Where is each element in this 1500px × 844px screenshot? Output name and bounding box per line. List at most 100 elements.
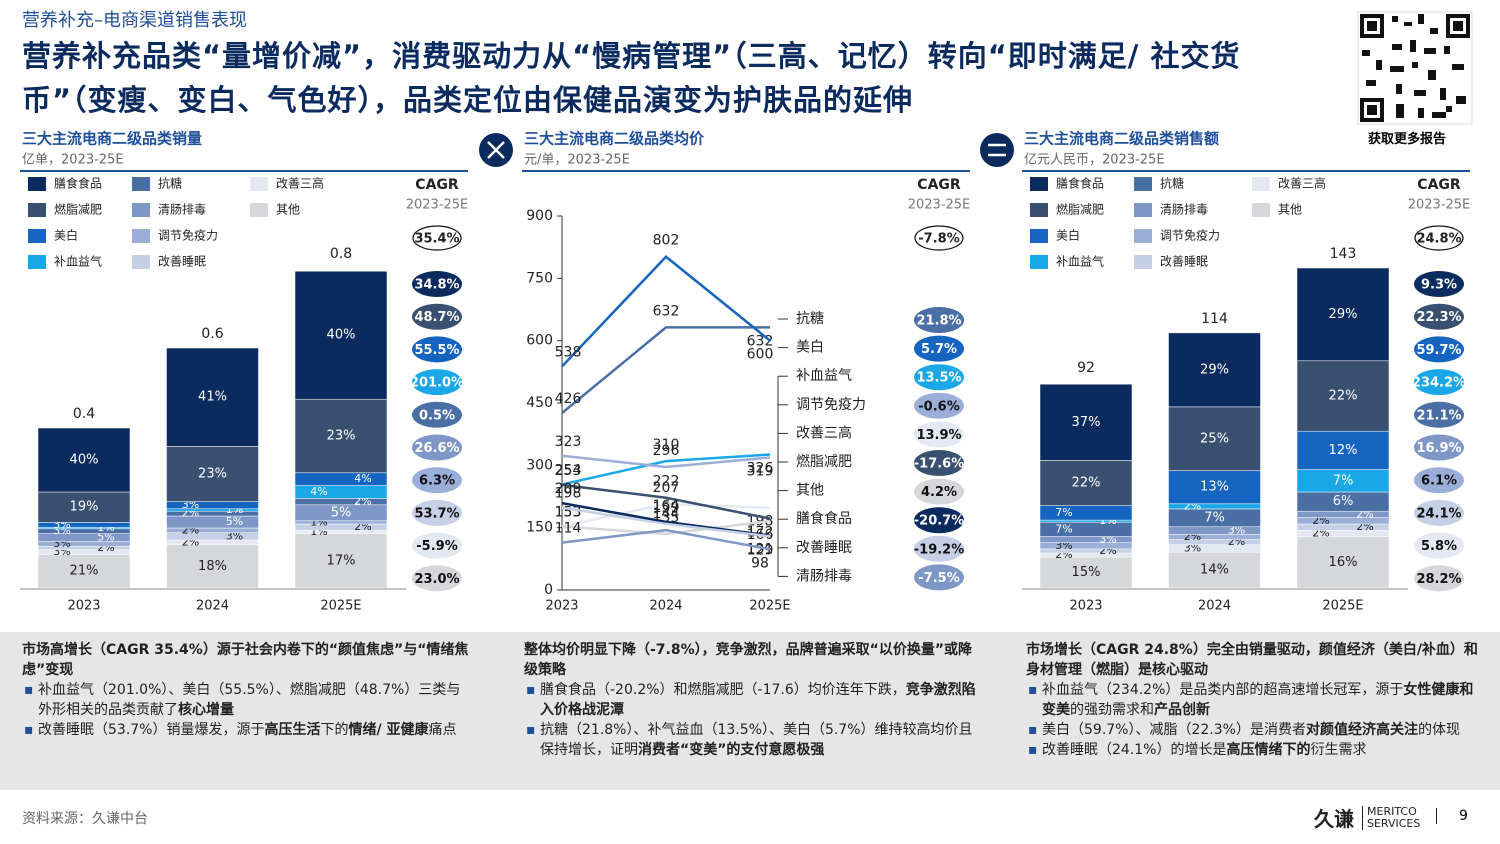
bar-segment bbox=[1168, 406, 1261, 471]
legend-label: 改善三高 bbox=[1278, 176, 1326, 191]
bar-segment bbox=[294, 270, 388, 400]
bar-total: 143 bbox=[1330, 246, 1357, 262]
cagr-badge bbox=[914, 364, 964, 391]
legend-label: 美白 bbox=[1056, 228, 1080, 243]
cagr-badge bbox=[914, 225, 964, 251]
bar-segment bbox=[1039, 383, 1133, 461]
bar-segment bbox=[166, 532, 259, 541]
bar-segment bbox=[166, 539, 259, 546]
bar-segment bbox=[294, 530, 388, 534]
cagr-badge bbox=[412, 336, 462, 363]
note-text: 补血益气（201.0%）、美白（55.5%）、燃脂减肥（48.7%）三类与外形相… bbox=[38, 682, 461, 718]
legend-label: 改善三高 bbox=[276, 176, 324, 191]
point-label: 153 bbox=[555, 504, 582, 520]
legend-swatch bbox=[1252, 203, 1270, 217]
segment-label: 5% bbox=[331, 505, 352, 520]
legend-label: 其他 bbox=[276, 203, 300, 217]
cagr-badge bbox=[914, 507, 964, 534]
legend-label: 其他 bbox=[1278, 203, 1302, 217]
section-label: 营养补充–电商渠道销售表现 bbox=[22, 10, 247, 31]
cagr-value: 48.7% bbox=[414, 310, 459, 325]
line bbox=[561, 483, 771, 520]
cagr-period: 2023-25E bbox=[406, 198, 469, 213]
note-text: 核心增量 bbox=[178, 702, 234, 718]
line bbox=[561, 502, 771, 528]
note-text: 消费者“变美”的支付意愿极强 bbox=[638, 742, 825, 758]
legend-swatch bbox=[28, 255, 46, 269]
source: 资料来源：久谦中台 bbox=[22, 811, 148, 827]
legend-swatch bbox=[1134, 203, 1152, 217]
bar-segment bbox=[294, 523, 388, 531]
bar-segment bbox=[294, 533, 388, 589]
cagr-value: -7.5% bbox=[918, 571, 959, 586]
point-label: 319 bbox=[747, 463, 774, 479]
cagr-value: 201.0% bbox=[410, 376, 464, 391]
operator-times bbox=[479, 133, 513, 167]
cagr-value: 24.1% bbox=[1416, 506, 1461, 521]
x-tick-label: 2025E bbox=[749, 599, 790, 614]
legend-swatch bbox=[250, 177, 268, 191]
legend-swatch bbox=[132, 203, 150, 217]
point-label: 296 bbox=[653, 443, 680, 459]
segment-label: 7% bbox=[1055, 506, 1072, 519]
cagr-badge bbox=[914, 450, 964, 476]
legend-label: 燃脂减肥 bbox=[54, 202, 102, 217]
legend-label: 膳食食品 bbox=[1056, 176, 1104, 191]
cagr-total: 24.8% bbox=[1416, 232, 1461, 247]
qr-caption: 获取更多报告 bbox=[1368, 132, 1447, 147]
cagr-header: CAGR bbox=[917, 177, 961, 193]
cagr-badge bbox=[412, 401, 462, 428]
bar-segment bbox=[1039, 505, 1133, 521]
cagr-badge bbox=[914, 564, 964, 591]
cagr-value: 21.1% bbox=[1416, 408, 1461, 423]
cagr-badge bbox=[914, 307, 964, 333]
segment-label: 4% bbox=[310, 485, 327, 498]
bar-segment bbox=[1039, 556, 1133, 589]
cagr-value: 16.9% bbox=[1416, 441, 1461, 456]
bar-total: 0.8 bbox=[330, 246, 352, 262]
legend-swatch bbox=[1030, 177, 1048, 191]
bar-segment bbox=[1296, 523, 1390, 531]
note-text: 高压情绪下的 bbox=[1226, 742, 1311, 758]
bar-segment bbox=[1039, 548, 1133, 554]
segment-label: 29% bbox=[1200, 362, 1229, 377]
line bbox=[561, 519, 771, 536]
note-text: 对颜值经济高关注 bbox=[1305, 722, 1418, 738]
cagr-value: 0.5% bbox=[419, 408, 455, 423]
cagr-badge bbox=[412, 532, 462, 559]
chart-subtitle: 亿元人民币，2023-25E bbox=[1024, 153, 1165, 168]
note-text: 美白（59.7%）、减脂（22.3%）是消费者 bbox=[1042, 722, 1306, 738]
bar-segment bbox=[1296, 536, 1390, 589]
note-text: 痛点 bbox=[428, 722, 457, 738]
segment-label: 40% bbox=[327, 328, 356, 343]
note-bullet: 改善睡眠（24.1%）的增长是高压情绪下的衍生需求 bbox=[1026, 740, 1478, 760]
cagr-value: 59.7% bbox=[1416, 343, 1461, 358]
series-label: 改善三高 bbox=[796, 424, 852, 441]
segment-label: 21% bbox=[70, 564, 99, 579]
cagr-value: -20.7% bbox=[914, 514, 965, 529]
segment-label: 5% bbox=[226, 515, 243, 528]
bar-segment bbox=[1168, 526, 1261, 535]
cagr-period: 2023-25E bbox=[908, 198, 971, 213]
cagr-total: -7.8% bbox=[918, 232, 959, 247]
legend-swatch bbox=[1030, 203, 1048, 217]
series-label: 其他 bbox=[796, 483, 824, 499]
bar-segment bbox=[37, 491, 131, 523]
point-label: 253 bbox=[555, 463, 582, 479]
cagr-value: -5.9% bbox=[416, 539, 457, 554]
cagr-total: 35.4% bbox=[414, 232, 459, 247]
note-text: 衍生需求 bbox=[1310, 742, 1367, 758]
point-label: 164 bbox=[653, 498, 680, 514]
bar-segment bbox=[37, 549, 131, 555]
cagr-value: 13.5% bbox=[916, 371, 961, 386]
bar-segment bbox=[166, 510, 259, 517]
segment-label: 6% bbox=[1333, 494, 1354, 509]
cagr-value: 4.2% bbox=[921, 485, 957, 500]
legend-label: 燃脂减肥 bbox=[1056, 202, 1104, 217]
cagr-value: 9.3% bbox=[1421, 278, 1457, 293]
y-tick-label: 750 bbox=[526, 270, 553, 286]
line bbox=[561, 326, 770, 414]
note-column: 市场增长（CAGR 24.8%）完全由销量驱动，颜值经济（美白/补血）和身材管理… bbox=[1026, 640, 1478, 760]
legend-swatch bbox=[132, 255, 150, 269]
